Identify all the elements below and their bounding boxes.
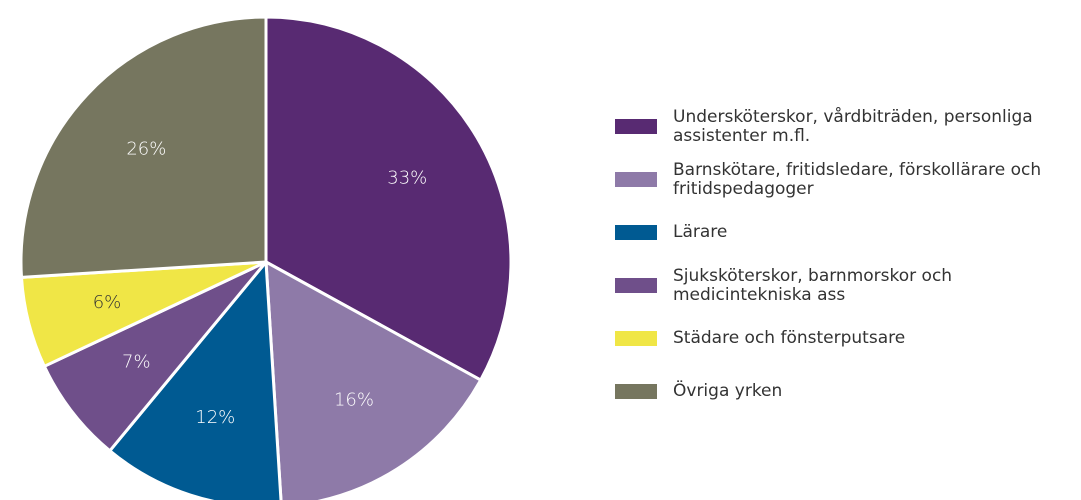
legend-label: Barnskötare, fritidsledare, förskollärar… xyxy=(673,159,1042,199)
pie-slice xyxy=(107,258,283,500)
legend-item: Sjuksköterskor, barnmorskor och medicint… xyxy=(615,259,1075,312)
legend-label: Undersköterskor, vårdbiträden, personlig… xyxy=(673,106,1033,146)
legend-label: Städare och fönsterputsare xyxy=(673,328,906,348)
slice-label: 33% xyxy=(387,167,427,188)
legend-label: Lärare xyxy=(673,222,728,242)
slice-label: 12% xyxy=(195,407,235,428)
legend-swatch xyxy=(615,278,657,293)
legend-label: Sjuksköterskor, barnmorskor och medicint… xyxy=(673,265,953,305)
slice-label: 16% xyxy=(334,390,374,411)
pie-slice xyxy=(264,15,513,383)
slice-label: 7% xyxy=(122,352,151,373)
legend-swatch xyxy=(615,172,657,187)
slice-label: 6% xyxy=(93,292,122,313)
legend-swatch xyxy=(615,384,657,399)
legend-item: Städare och fönsterputsare xyxy=(615,312,1075,365)
legend-swatch xyxy=(615,225,657,240)
pie-slice xyxy=(42,260,268,453)
legend-item: Övriga yrken xyxy=(615,365,1075,418)
legend-swatch xyxy=(615,119,657,134)
legend-swatch xyxy=(615,331,657,346)
legend-item: Lärare xyxy=(615,206,1075,259)
legend-item: Undersköterskor, vårdbiträden, personlig… xyxy=(615,100,1075,153)
pie-slice xyxy=(264,259,483,500)
pie-slice xyxy=(19,15,268,279)
legend: Undersköterskor, vårdbiträden, personlig… xyxy=(615,100,1075,418)
legend-label: Övriga yrken xyxy=(673,381,783,401)
legend-item: Barnskötare, fritidsledare, förskollärar… xyxy=(615,153,1075,206)
slice-label: 26% xyxy=(126,139,166,160)
